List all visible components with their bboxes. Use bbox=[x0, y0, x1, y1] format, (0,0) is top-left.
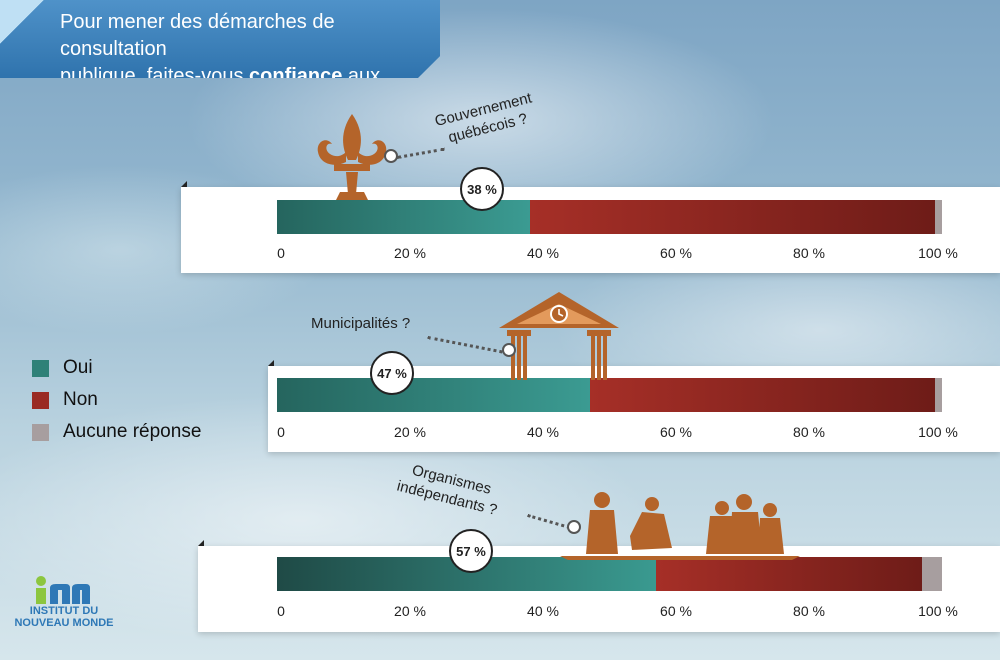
title-banner: Pour mener des démarches de consultation… bbox=[0, 0, 440, 78]
bar-non-3 bbox=[656, 557, 923, 591]
banner-fold bbox=[0, 0, 44, 44]
bar-row-1 bbox=[277, 200, 942, 234]
bar-non-2 bbox=[589, 378, 936, 412]
data-label-1: 38 % bbox=[460, 167, 504, 211]
bar-row-3 bbox=[277, 557, 942, 591]
bar-aucune-3 bbox=[922, 557, 942, 591]
tick-label: 20 % bbox=[394, 603, 426, 619]
title-line-1: Pour mener des démarches de consultation bbox=[60, 11, 335, 60]
fleur-de-lis-icon bbox=[317, 114, 387, 200]
city-hall-icon bbox=[499, 292, 619, 380]
data-label-2: 47 % bbox=[370, 351, 414, 395]
callout-label-1: Gouvernement québécois ? bbox=[433, 89, 534, 147]
pointer-ring-1 bbox=[384, 149, 398, 163]
legend-item-oui: Oui bbox=[32, 352, 201, 384]
logo-im-mark bbox=[36, 576, 90, 604]
people-icon bbox=[560, 492, 800, 560]
bar-aucune-1 bbox=[935, 200, 942, 234]
tick-label: 100 % bbox=[918, 245, 958, 261]
tick-label: 0 bbox=[277, 424, 285, 440]
callout-label-2: Municipalités ? bbox=[311, 315, 411, 332]
bar-non-1 bbox=[529, 200, 936, 234]
callout-label-3: Organismes indépendants ? bbox=[395, 461, 499, 519]
tick-label: 20 % bbox=[394, 424, 426, 440]
pointer-ring-2 bbox=[502, 343, 516, 357]
legend-label-aucune: Aucune réponse bbox=[63, 421, 202, 442]
tick-label: 80 % bbox=[793, 424, 825, 440]
legend-label-oui: Oui bbox=[63, 357, 93, 378]
tick-label: 0 bbox=[277, 245, 285, 261]
tick-label: 60 % bbox=[660, 424, 692, 440]
legend: Oui Non Aucune réponse bbox=[32, 352, 201, 448]
data-label-3: 57 % bbox=[449, 529, 493, 573]
pointer-ring-3 bbox=[567, 520, 581, 534]
pointer-line-1 bbox=[397, 147, 445, 159]
logo-text: INSTITUT DU NOUVEAU MONDE bbox=[14, 605, 114, 629]
legend-item-aucune: Aucune réponse bbox=[32, 416, 201, 448]
tick-label: 80 % bbox=[793, 245, 825, 261]
title-line-2: publique, faites-vous confiance aux... bbox=[60, 65, 397, 87]
bar-aucune-2 bbox=[935, 378, 942, 412]
tick-label: 60 % bbox=[660, 603, 692, 619]
legend-swatch-non bbox=[32, 391, 49, 409]
bar-row-2 bbox=[277, 378, 942, 412]
tick-label: 80 % bbox=[793, 603, 825, 619]
tick-label: 100 % bbox=[918, 424, 958, 440]
tick-label: 40 % bbox=[527, 245, 559, 261]
pointer-line-2 bbox=[427, 336, 503, 354]
bar-oui-2 bbox=[277, 378, 590, 412]
tick-label: 0 bbox=[277, 603, 285, 619]
tick-label: 60 % bbox=[660, 245, 692, 261]
tick-label: 40 % bbox=[527, 603, 559, 619]
tick-label: 20 % bbox=[394, 245, 426, 261]
legend-swatch-oui bbox=[32, 359, 49, 377]
legend-item-non: Non bbox=[32, 384, 201, 416]
tick-label: 100 % bbox=[918, 603, 958, 619]
tick-label: 40 % bbox=[527, 424, 559, 440]
legend-swatch-aucune bbox=[32, 423, 49, 441]
legend-label-non: Non bbox=[63, 389, 98, 410]
